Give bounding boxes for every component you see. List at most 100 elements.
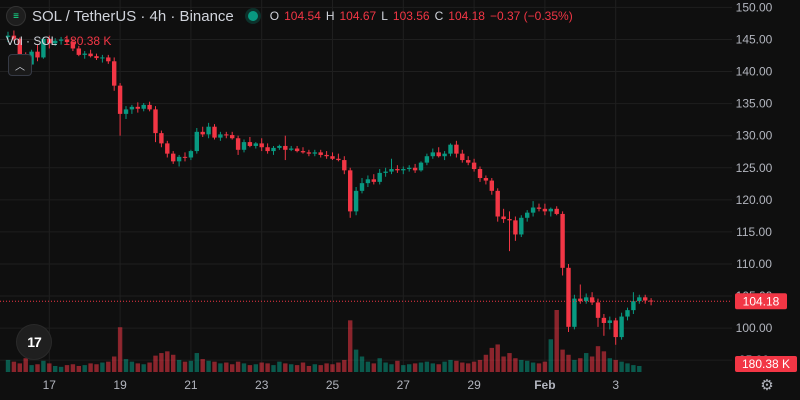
candle-body [64,39,70,43]
volume-legend: Vol · SOL 180.38 K [6,34,111,48]
last-price-label: 104.18 [735,293,787,310]
candle-body [389,169,394,172]
candle-body [383,171,388,173]
y-tick-label: 150.00 [736,0,773,14]
candle-body [218,134,223,138]
candle-body [348,170,353,212]
x-tick-label: 23 [255,378,269,392]
candle-body [165,143,170,154]
price-axis[interactable]: 150.00 145.00 140.00 135.00 130.00 125.00 120.… [736,0,773,367]
candle-body [100,57,105,59]
volume-bar [371,363,376,372]
candle-body [377,172,382,182]
volume-bar [206,360,211,372]
high-label: H [325,9,335,23]
volume-bar [294,365,300,372]
volume-bar [106,361,111,372]
volume-bar [76,365,81,372]
volume-bar [171,354,176,372]
volume-bar [637,365,642,372]
volume-bar [572,359,577,372]
candle-body [265,147,270,152]
y-tick-label: 110.00 [736,257,772,271]
candle-body [542,208,548,212]
candle-body [353,190,359,212]
time-axis[interactable]: 17 19 21 23 25 27 29 Feb 3 [43,378,620,392]
candle-body [117,85,123,114]
volume-bar [64,365,70,372]
candle-body [200,131,205,135]
open-value: 104.54 [284,9,321,23]
volume-bar [525,360,530,372]
candle-body [171,153,176,162]
volume-bar [306,365,312,372]
y-tick-label: 145.00 [736,32,773,46]
candle-body [460,153,465,161]
symbol-title[interactable]: SOL / TetherUS · 4h · Binance [32,7,234,25]
candle-body [212,126,217,138]
candle-body [94,56,99,59]
candle-body [525,212,530,218]
volume-bar [58,366,64,372]
y-tick-label: 100.00 [736,321,773,335]
candlesticks [5,30,654,345]
change-value: −0.37 (−0.35%) [489,9,573,23]
open-label: O [269,9,280,23]
candle-body [448,144,453,154]
volume-bar [17,363,22,372]
candle-body [625,310,630,317]
volume-bar [377,358,382,372]
candle-body [336,158,341,161]
volume-bar [94,364,99,372]
settings-button[interactable]: ⚙ [758,376,776,394]
candle-body [637,297,642,302]
volume-bar [619,361,624,372]
candle-body [365,179,371,184]
candle-body [418,162,424,171]
candle-body [159,133,164,144]
candle-body [359,183,365,191]
volume-bar [442,361,447,372]
candle-body [619,316,624,338]
candle-body [289,148,294,150]
volume-bar [448,359,453,372]
candle-body [566,267,571,327]
volume-bar [259,362,264,372]
volume-bar [348,320,353,372]
volume-bar [11,361,17,372]
volume-bar [283,363,288,372]
candle-body [318,152,323,155]
y-tick-label: 125.00 [736,161,773,175]
volume-bar [631,365,636,372]
candle-body [442,153,447,157]
candle-body [129,106,135,110]
volume-bar [117,327,123,372]
volume-bar [165,351,170,372]
volume-bar [454,360,459,372]
volume-bar [141,364,146,372]
volume-bar [41,360,46,372]
candle-body [471,162,477,170]
volume-bar [265,363,270,372]
market-open-icon [247,11,258,21]
collapse-legend-button[interactable]: ︿ [8,54,32,76]
candle-body [601,317,607,323]
candle-body [5,35,11,37]
candle-body [401,169,406,171]
volume-bar [554,310,559,372]
volume-bar [188,360,194,372]
volume-bar [312,364,317,372]
candle-body [82,53,87,55]
volume-bar [271,365,276,372]
tradingview-logo-icon[interactable]: 17 [16,324,52,360]
volume-bar [566,354,571,372]
y-tick-label: 120.00 [736,193,773,207]
candle-body [123,109,129,114]
volume-bar [548,339,553,372]
candle-body [153,109,158,134]
high-value: 104.67 [339,9,377,23]
candle-body [41,38,46,58]
volume-bar [35,364,40,372]
candle-body [407,167,412,170]
